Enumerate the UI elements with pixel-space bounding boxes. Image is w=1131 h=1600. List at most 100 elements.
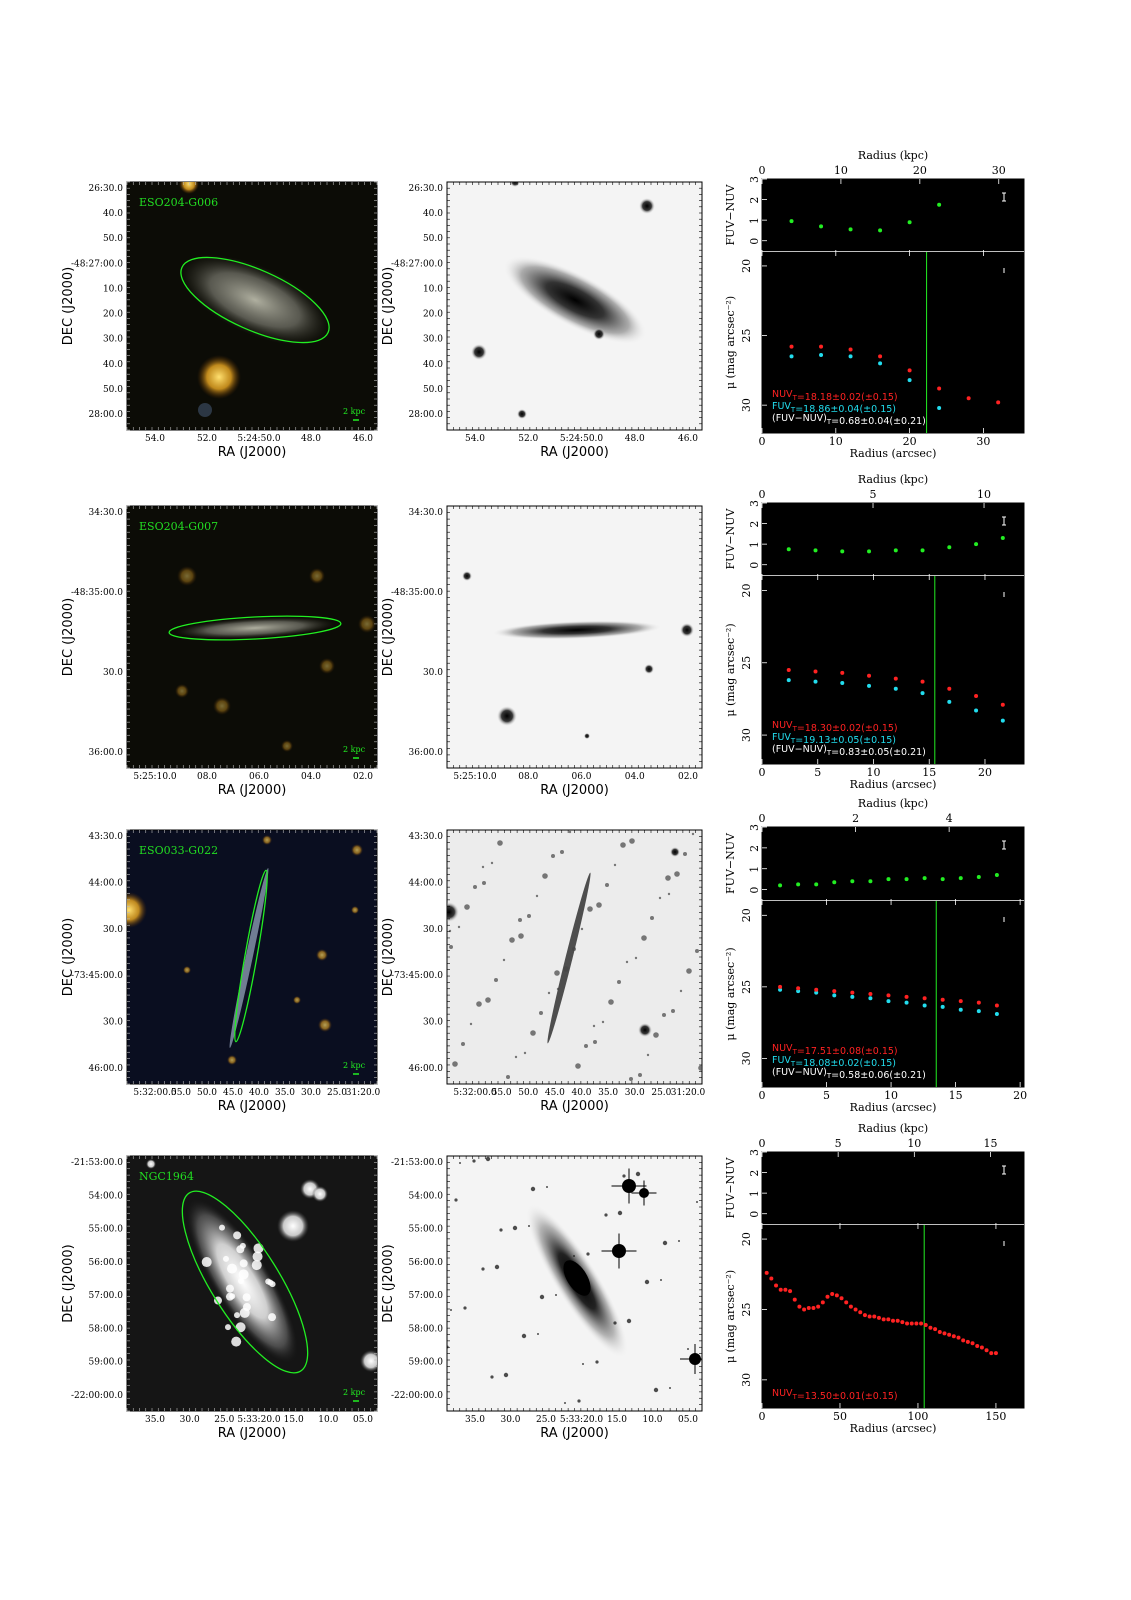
nuv-point	[850, 990, 855, 995]
arcsec-tick-label: 10	[884, 1089, 898, 1102]
fuv-point	[778, 987, 783, 992]
ra-tick-label: 25.0	[536, 1415, 556, 1425]
kpc-tick-label: 0	[759, 1137, 766, 1150]
image-axis-ticks: 26:30.0 40.0 50.0 -48:27:00.0 10.0 20.0 30.0 40…	[391, 181, 703, 444]
star-blob	[622, 1174, 626, 1178]
dec-tick-label: -22:00:00.0	[391, 1391, 443, 1401]
star-blob	[319, 658, 335, 674]
ra-tick-label: 52.0	[518, 434, 538, 444]
kpc-tick-label: 4	[946, 812, 953, 825]
star-blob	[213, 697, 231, 715]
color-y-tick-label: 1	[748, 1190, 761, 1197]
ra-tick-label: 54.0	[145, 434, 165, 444]
arcsec-tick-label: 15	[922, 766, 936, 779]
star-blob	[613, 863, 617, 867]
nuv-point	[830, 1291, 835, 1296]
nuv-point	[832, 989, 837, 994]
dec-tick-label: 30.0	[423, 668, 443, 678]
surface-brightness-plot-area	[761, 575, 1025, 765]
star-blob	[293, 996, 301, 1004]
nuv-point	[834, 1293, 839, 1298]
mu-y-tick-label: 25	[740, 329, 753, 343]
ra-tick-label: 05.0	[353, 1415, 373, 1425]
fuv-point	[868, 996, 873, 1001]
ra-tick-label: 54.0	[465, 434, 485, 444]
star-blob	[613, 1321, 617, 1325]
fuv-nuv-point	[850, 879, 855, 884]
star-blob	[518, 918, 522, 922]
hii-knot	[218, 1224, 225, 1231]
star-blob	[146, 1159, 156, 1169]
star-blob	[316, 949, 328, 961]
star-blob	[351, 906, 359, 914]
ra-axis-label: RA (J2000)	[218, 783, 287, 798]
fuv-point	[786, 678, 791, 683]
fuv-point	[976, 1009, 981, 1014]
hii-knot	[238, 1269, 249, 1280]
hii-knot	[229, 1293, 236, 1300]
ra-tick-label: 31:20.0	[671, 1088, 706, 1098]
dec-tick-label: 28:00.0	[408, 410, 443, 420]
nuv-point	[819, 344, 824, 349]
star-blob	[546, 1186, 548, 1188]
fuv-nuv-point	[893, 548, 898, 553]
image-axis-ticks: 34:30.0 -48:35:00.0 30.0 36:00.0 5:25:10.0 08…	[391, 505, 703, 782]
star-blob	[461, 1042, 465, 1046]
ra-tick-label: 5:24:50.0	[560, 434, 604, 444]
nuv-point	[909, 1321, 914, 1326]
kpc-tick-label: 30	[992, 164, 1006, 177]
fuv-nuv-point	[840, 549, 845, 554]
hii-knot	[231, 1336, 242, 1347]
dec-tick-label: 10.0	[423, 284, 443, 294]
star-blob	[575, 1063, 581, 1069]
mu-y-tick-label: 25	[740, 1302, 753, 1316]
dec-tick-label: 55:00.0	[408, 1225, 443, 1235]
hii-knot	[253, 1243, 264, 1254]
fuv-point	[994, 1012, 999, 1017]
ra-tick-label: 46.0	[678, 434, 698, 444]
kpc-tick-label: 0	[759, 488, 766, 501]
fuv-nuv-point	[1000, 535, 1005, 540]
nuv-point	[947, 686, 952, 691]
ra-tick-label: 02.0	[678, 772, 698, 782]
star-blob	[617, 980, 621, 984]
kpc-tick-label: 2	[852, 812, 859, 825]
star-blob	[485, 997, 491, 1003]
mu-y-axis-label: μ (mag arcsec⁻²)	[724, 296, 737, 389]
ra-tick-label: 48.0	[301, 434, 321, 444]
dec-tick-label: 20.0	[423, 310, 443, 320]
dec-tick-label: 20.0	[103, 310, 123, 320]
star-blob	[262, 835, 272, 845]
ra-tick-label: 04.0	[301, 772, 321, 782]
ra-tick-label: 5:24:50.0	[237, 434, 281, 444]
dec-tick-label: 10.0	[103, 284, 123, 294]
star-blob	[499, 1228, 503, 1232]
star-blob	[490, 1375, 494, 1379]
color-y-tick-label: 1	[748, 866, 761, 873]
dec-tick-label: -48:27:00.0	[391, 259, 443, 269]
dec-tick-label: 50.0	[423, 234, 443, 244]
dec-tick-label: 46:00.0	[88, 1064, 123, 1074]
nuv-point	[839, 1296, 844, 1301]
star-blob	[686, 968, 692, 974]
fuv-nuv-point	[920, 548, 925, 553]
nuv-point	[984, 1348, 989, 1353]
nuv-point	[764, 1270, 769, 1275]
nuv-point	[895, 1318, 900, 1323]
mu-y-tick-label: 25	[740, 656, 753, 670]
image-axis-ticks: 34:30.0 -48:35:00.0 30.0 36:00.0 5:25:10.0 08…	[71, 505, 378, 782]
star-blob	[277, 1210, 309, 1242]
ra-tick-label: 25.0	[651, 1088, 671, 1098]
ra-tick-label: 10.0	[642, 1415, 662, 1425]
hii-knot	[268, 1313, 277, 1322]
star-blob	[472, 1159, 476, 1163]
galaxy-blob	[229, 868, 269, 1048]
ra-tick-label: 35.0	[465, 1415, 485, 1425]
nuv-point	[788, 1289, 793, 1294]
dec-axis-label: DEC (J2000)	[61, 1244, 76, 1323]
hii-knot	[201, 1257, 212, 1268]
nuv-point	[848, 347, 853, 352]
